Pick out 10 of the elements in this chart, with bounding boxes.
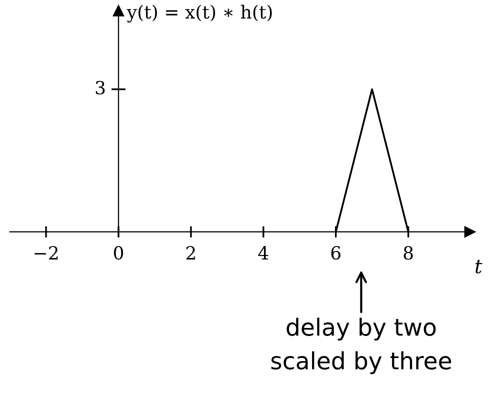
x-tick-label: 6	[331, 246, 340, 260]
x-tick-label: 0	[114, 246, 124, 260]
text: delay by two scaled by three	[271, 318, 452, 374]
x-axis-title: t	[476, 260, 482, 274]
x-tick-label: 8	[404, 246, 413, 260]
annotation: 3	[96, 80, 105, 95]
y-axis-title: y(t) = x(t) ∗ h(t)	[126, 4, 272, 22]
x-tick-label: 2	[186, 246, 195, 260]
x-tick-label: −2	[34, 246, 58, 260]
x-tick-label: 4	[258, 246, 268, 260]
